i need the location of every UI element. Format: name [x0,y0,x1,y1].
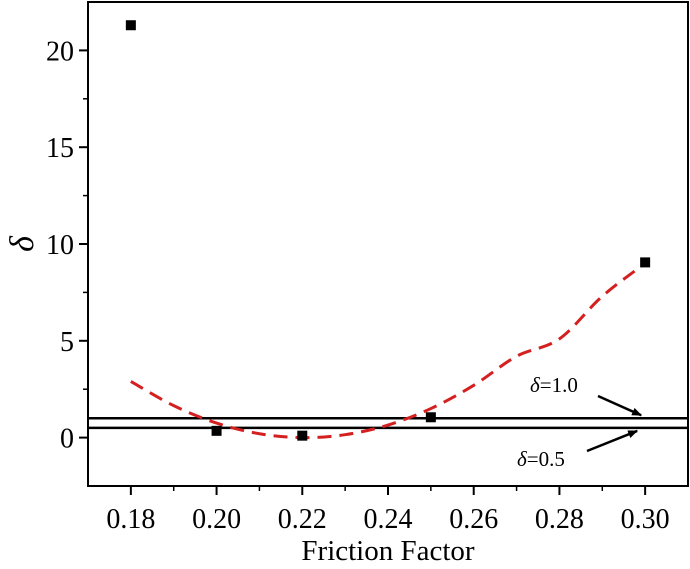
data-points [125,20,651,441]
annotations: δ=1.0 δ=0.5 [517,373,643,471]
fit-curve-layer [130,262,647,440]
delta-0-5-label: δ=0.5 [517,447,565,471]
plot-frame [87,1,689,487]
data-point [125,20,136,31]
x-tick-label: 0.22 [278,504,327,535]
x-tick-label: 0.20 [192,504,241,535]
fit-curve [130,262,647,440]
delta-1-0-label: δ=1.0 [530,373,578,397]
x-tick-label: 0.24 [364,504,413,535]
data-point [297,430,308,441]
data-point [211,425,222,436]
y-tick-label: 10 [46,230,74,261]
data-point [640,257,651,268]
delta-1-0-arrow [597,394,643,417]
x-axis-ticks: 0.18 0.20 0.22 0.24 0.26 0.28 0.30 [106,486,670,535]
y-tick-label: 20 [46,36,74,67]
x-tick-label: 0.26 [449,504,498,535]
x-tick-label: 0.18 [106,504,155,535]
x-tick-label: 0.28 [535,504,584,535]
x-tick-label: 0.30 [621,504,670,535]
y-tick-label: 0 [60,424,74,455]
reference-lines [88,416,688,430]
y-axis-ticks: 0 5 10 15 20 [46,36,88,455]
y-tick-label: 15 [46,133,74,164]
x-axis-title: Friction Factor [301,535,475,567]
data-point [425,412,436,423]
y-axis-title: δ [4,235,41,252]
delta-0-5-arrow [586,429,639,453]
y-tick-label: 5 [60,327,74,358]
